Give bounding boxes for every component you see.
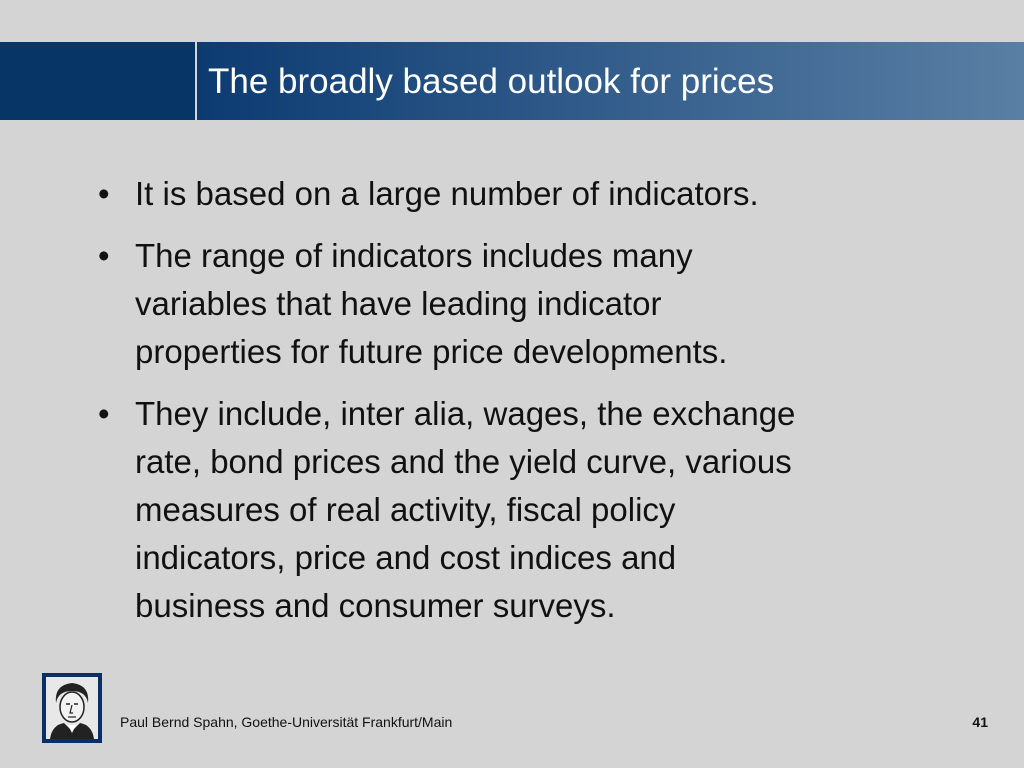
bullet-text: business and consumer surveys.	[135, 587, 616, 624]
bullet-text: indicators, price and cost indices and	[135, 539, 677, 576]
logo	[42, 673, 102, 743]
bullet-list: • It is based on a large number of indica…	[98, 170, 998, 644]
slide-title: The broadly based outlook for prices	[208, 62, 775, 101]
bullet-item: • The range of indicators includes many va…	[98, 232, 998, 376]
bullet-item: • It is based on a large number of indica…	[98, 170, 998, 218]
bullet-text: rate, bond prices and the yield curve, v…	[135, 443, 792, 480]
bullet-marker: •	[98, 395, 110, 432]
page-number: 41	[972, 714, 988, 730]
bullet-text: properties for future price developments…	[135, 333, 728, 370]
bullet-marker: •	[98, 175, 110, 212]
header-band	[0, 42, 195, 120]
bullet-text: variables that have leading indicator	[135, 285, 662, 322]
bullet-text: measures of real activity, fiscal policy	[135, 491, 676, 528]
header-band	[197, 42, 1024, 120]
bullet-marker: •	[98, 237, 110, 274]
bullet-item: • They include, inter alia, wages, the ex…	[98, 390, 998, 630]
footer-author: Paul Bernd Spahn, Goethe-Universität Fra…	[120, 714, 453, 730]
bullet-text: They include, inter alia, wages, the exc…	[135, 395, 796, 432]
bullet-text: The range of indicators includes many	[135, 237, 693, 274]
bullet-text: It is based on a large number of indicat…	[135, 175, 759, 212]
